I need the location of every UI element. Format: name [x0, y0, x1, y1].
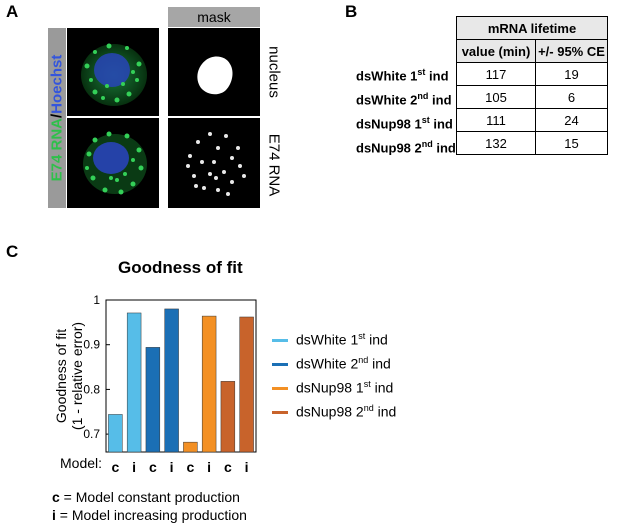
row-name: dsNup98 2: [356, 140, 422, 156]
row-name: dsNup98 1: [356, 116, 422, 132]
y-axis-label: Goodness of fit: [53, 329, 69, 423]
x-tick-label: i: [245, 459, 249, 475]
legend-swatch: [272, 387, 288, 391]
legend-sup: st: [358, 331, 366, 341]
mask-header: mask: [168, 7, 260, 27]
note-constant: c = Model constant production: [52, 489, 240, 505]
bar: [126, 312, 142, 453]
row-sup: st: [421, 115, 430, 125]
legend-suffix: ind: [373, 403, 397, 420]
legend-item: dsWhite 1st ind: [272, 331, 388, 348]
bar: [220, 381, 236, 453]
legend-sup: st: [363, 379, 371, 389]
legend-suffix: ind: [365, 331, 388, 348]
bar: [164, 308, 179, 453]
panel-c-letter: C: [6, 242, 19, 261]
merged-cell-image-2: [83, 131, 147, 195]
note-key-c: c: [52, 489, 60, 505]
row-sup: nd: [421, 139, 433, 149]
legend-label: dsWhite 1: [296, 331, 359, 348]
row-sup: st: [417, 67, 426, 77]
plot-frame: [105, 299, 257, 453]
row-name: dsWhite 2: [356, 92, 418, 108]
x-tick-label: c: [111, 459, 119, 475]
note-text-i: = Model increasing production: [55, 507, 247, 523]
row-sup: nd: [417, 91, 429, 101]
table-row-label: dsNup98 2nd ind: [356, 139, 456, 155]
row-suffix: ind: [428, 92, 452, 108]
goodness-of-fit-chart: 0.7 0.8 0.9 1 Goodness of fit (1 - relative e…: [53, 293, 257, 475]
legend-item: dsNup98 1st ind: [272, 379, 393, 396]
y-tick-label: 0.7: [83, 427, 100, 441]
table-cell-value: 117: [456, 62, 536, 86]
legend-swatch: [272, 339, 288, 343]
x-tick-label: c: [186, 459, 194, 475]
note-increasing: i = Model increasing production: [52, 507, 247, 523]
channel-label-band: E74 RNA/Hoechst: [48, 28, 66, 208]
table-title: mRNA lifetime: [456, 16, 608, 40]
col-header-value: value (min): [456, 39, 536, 63]
x-tick-label: i: [207, 459, 211, 475]
row-suffix: ind: [432, 140, 456, 156]
table-row-label: dsWhite 1st ind: [356, 67, 449, 83]
note-text-c: = Model constant production: [59, 489, 240, 505]
e74-rna-label: E74 RNA: [48, 118, 66, 182]
table-cell-value: 105: [456, 85, 536, 109]
row-label-rna: E74 RNA: [265, 133, 283, 197]
bar: [145, 347, 161, 453]
bar: [108, 414, 123, 453]
x-tick-label: i: [132, 459, 136, 475]
model-axis-label: Model:: [60, 455, 103, 471]
bar: [201, 315, 217, 453]
nucleus-mask-shape: [197, 56, 233, 95]
x-tick-label: c: [149, 459, 157, 475]
bar: [239, 316, 254, 453]
y-tick-label: 0.9: [83, 338, 100, 352]
merged-cell-image: [81, 43, 147, 106]
panel-b-letter: B: [345, 2, 358, 21]
panel-a-letter: A: [6, 2, 19, 21]
legend-label: dsNup98 2: [296, 403, 364, 420]
note-key-i: i: [52, 507, 56, 523]
table-cell-value: 132: [456, 131, 536, 155]
table-cell-ci: 19: [535, 62, 608, 86]
y-tick-label: 0.8: [83, 382, 100, 396]
row-name: dsWhite 1: [356, 68, 418, 84]
channel-separator: /: [48, 113, 66, 118]
legend-sup: nd: [363, 403, 374, 413]
legend-item: dsWhite 2nd ind: [272, 355, 391, 372]
legend-label: dsNup98 1: [296, 379, 364, 396]
hoechst-label: Hoechst: [48, 54, 66, 114]
y-axis-label-2: (1 - relative error): [69, 322, 85, 430]
rna-mask-dots: [186, 132, 246, 196]
bar: [183, 441, 198, 453]
row-suffix: ind: [425, 68, 449, 84]
table-cell-ci: 24: [535, 108, 608, 132]
mrna-lifetime-table: mRNA lifetime value (min) +/- 95% CE 117…: [456, 16, 608, 155]
x-tick-label: i: [170, 459, 174, 475]
table-cell-value: 111: [456, 108, 536, 132]
mask-image-rna: [168, 118, 260, 208]
table-cell-ci: 6: [535, 85, 608, 109]
legend-suffix: ind: [370, 379, 394, 396]
legend-suffix: ind: [368, 355, 391, 372]
y-tick-label: 1: [93, 293, 100, 307]
table-row-label: dsNup98 1st ind: [356, 115, 453, 131]
table-row-label: dsWhite 2nd ind: [356, 91, 452, 107]
mask-image-nucleus: [168, 28, 260, 116]
legend-swatch: [272, 411, 288, 415]
legend-label: dsWhite 2: [296, 355, 359, 372]
table-cell-ci: 15: [535, 131, 608, 155]
col-header-ci: +/- 95% CE: [535, 39, 608, 63]
legend-sup: nd: [358, 355, 369, 365]
row-label-nucleus: nucleus: [265, 46, 283, 98]
chart-title: Goodness of fit: [118, 258, 243, 277]
x-tick-label: c: [224, 459, 232, 475]
merged-image-rna: [67, 118, 159, 208]
legend-item: dsNup98 2nd ind: [272, 403, 396, 420]
legend-swatch: [272, 363, 288, 367]
merged-image-nucleus: [67, 28, 159, 116]
row-suffix: ind: [429, 116, 453, 132]
